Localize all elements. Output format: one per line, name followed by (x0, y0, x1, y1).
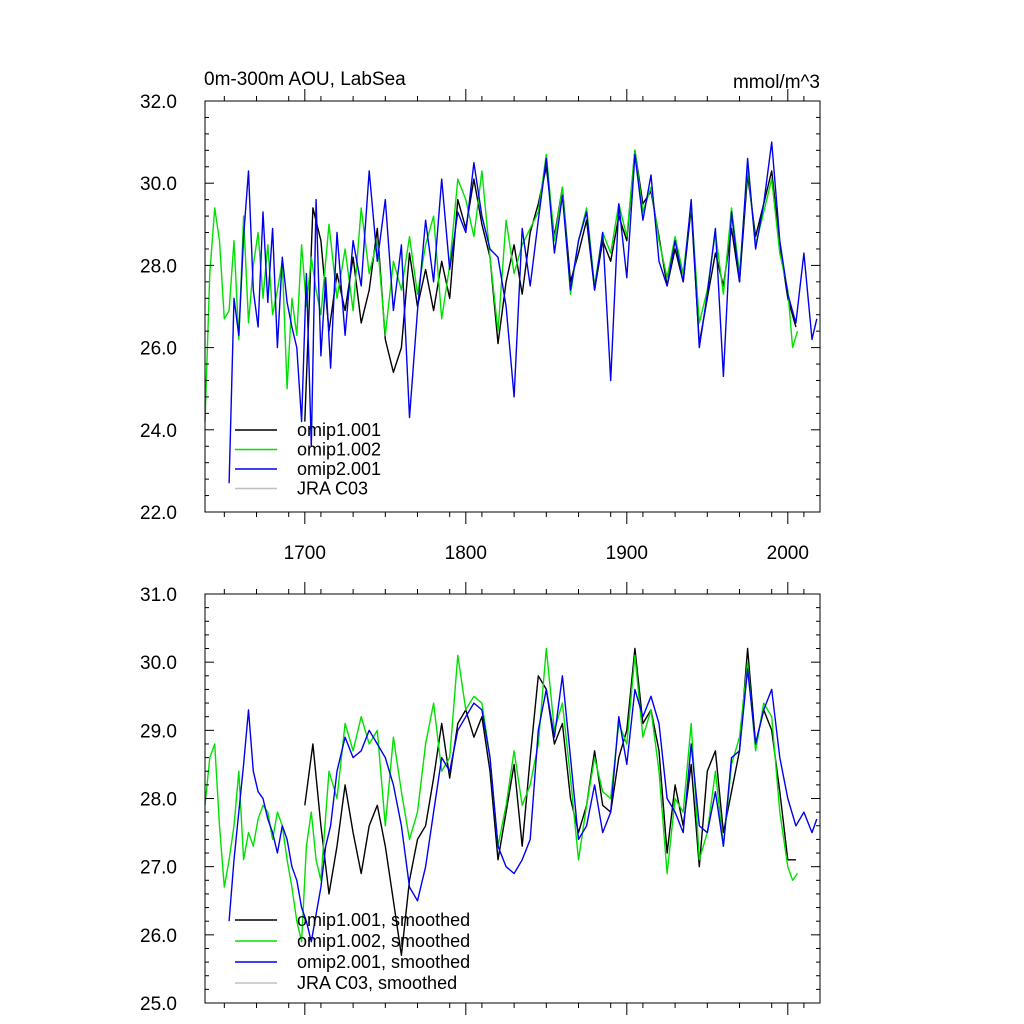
series-line-2 (228, 141, 818, 484)
series-line-1 (204, 647, 799, 943)
y-tick-label: 26.0 (140, 339, 177, 360)
y-tick-label: 29.0 (140, 721, 177, 742)
legend-label-1: omip1.002 (297, 440, 381, 460)
y-tick-label: 26.0 (140, 926, 177, 947)
y-tick-label: 30.0 (140, 174, 177, 195)
legend-label-2: omip2.001 (297, 459, 381, 479)
series-line-2 (228, 668, 818, 943)
y-tick-label: 28.0 (140, 256, 177, 277)
legend-label-2: omip2.001, smoothed (297, 952, 470, 972)
y-tick-label: 28.0 (140, 790, 177, 811)
top-plot-area: 22.0 24.0 26.0 28.0 30.0 32.0 1700 1800 1900 2000… (140, 89, 821, 564)
legend-label-0: omip1.001 (297, 420, 381, 440)
top-panel: 0m-300m AOU, LabSea mmol/m^3 22.0 24.0 26.… (140, 69, 821, 564)
legend-label-1: omip1.002, smoothed (297, 931, 470, 951)
y-tick-label: 27.0 (140, 858, 177, 879)
y-tick-label: 25.0 (140, 994, 177, 1015)
y-tick-label: 24.0 (140, 421, 177, 442)
y-tick-label: 22.0 (140, 503, 177, 524)
x-tick-label: 1900 (606, 543, 648, 564)
top-units: mmol/m^3 (733, 72, 820, 93)
x-tick-label: 2000 (767, 543, 809, 564)
y-tick-label: 30.0 (140, 653, 177, 674)
legend-label-3: JRA C03, smoothed (297, 973, 457, 993)
legend-label-0: omip1.001, smoothed (297, 910, 470, 930)
bottom-panel: 25.0 26.0 27.0 28.0 29.0 30.0 31.0 omip1.001, s… (140, 582, 821, 1015)
x-tick-label: 1700 (284, 543, 326, 564)
y-tick-label: 31.0 (140, 585, 177, 606)
top-title: 0m-300m AOU, LabSea (204, 69, 406, 90)
bottom-plot-area: 25.0 26.0 27.0 28.0 29.0 30.0 31.0 omip1.001, s… (140, 582, 821, 1015)
legend-label-3: JRA C03 (297, 479, 368, 499)
y-tick-label: 32.0 (140, 92, 177, 113)
x-tick-label: 1800 (445, 543, 487, 564)
plot-frame (204, 100, 821, 513)
